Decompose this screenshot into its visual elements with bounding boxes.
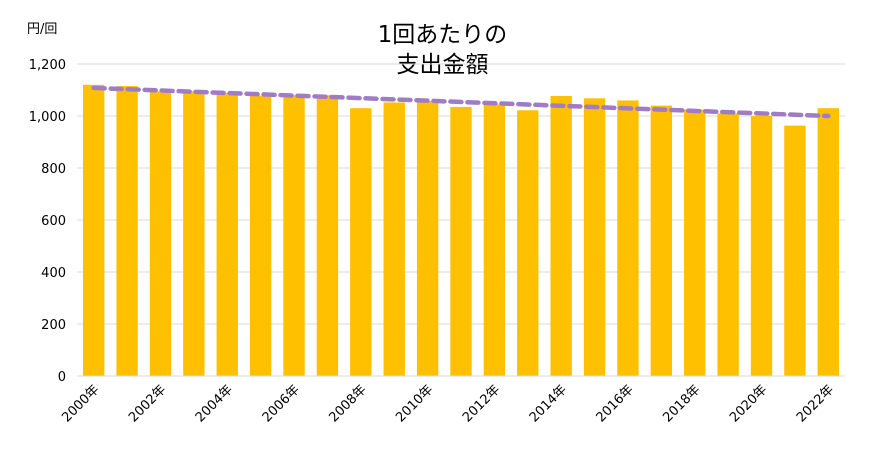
bar <box>283 95 305 376</box>
trendline <box>91 85 831 119</box>
y-tick-label: 0 <box>58 370 66 385</box>
bar <box>416 100 439 377</box>
bar <box>617 100 639 377</box>
bar <box>750 116 773 376</box>
bar <box>249 95 272 376</box>
bar <box>583 98 606 376</box>
bar <box>450 106 472 377</box>
bar <box>116 86 138 376</box>
bar <box>817 108 839 376</box>
bar <box>350 108 372 376</box>
bar <box>784 125 806 377</box>
bar <box>383 102 405 376</box>
y-tick-label: 1,200 <box>29 58 66 73</box>
x-tick-label: 2002年 <box>126 382 169 425</box>
y-axis-unit-label: 円/回 <box>27 22 58 37</box>
chart-title-line-1: 1回あたりの <box>377 22 508 48</box>
x-tick-label: 2014年 <box>527 382 570 425</box>
x-tick-label: 2020年 <box>727 382 770 425</box>
x-axis-ticks: 2000年 2002年 2004年 2006年 2008年 2010年 2012年 2014年… <box>59 382 837 425</box>
y-tick-label: 200 <box>41 318 66 333</box>
bar <box>483 104 506 377</box>
x-tick-label: 2012年 <box>460 382 503 425</box>
x-tick-label: 2006年 <box>260 382 303 425</box>
bar <box>316 95 339 376</box>
x-tick-label: 2022年 <box>794 382 837 425</box>
bar <box>183 91 205 377</box>
bar <box>83 84 105 377</box>
bar <box>684 109 706 376</box>
chart-title: 1回あたりの 支出金額 <box>0 20 885 80</box>
y-tick-label: 400 <box>41 266 66 281</box>
x-tick-label: 2000年 <box>59 382 102 425</box>
y-axis-ticks: 0 200 400 600 800 1,000 1,200 <box>29 58 66 385</box>
trendline-series <box>91 85 831 119</box>
bar <box>717 113 739 377</box>
bar <box>216 93 238 377</box>
x-tick-label: 2008年 <box>326 382 369 425</box>
bar-series <box>83 84 839 377</box>
y-tick-label: 600 <box>41 214 66 229</box>
chart-title-line-2: 支出金額 <box>396 52 489 78</box>
y-tick-label: 800 <box>41 162 66 177</box>
bar <box>149 91 172 377</box>
x-tick-label: 2018年 <box>660 382 703 425</box>
x-tick-label: 2004年 <box>193 382 236 425</box>
bar <box>650 105 673 376</box>
bar <box>517 110 539 376</box>
y-tick-label: 1,000 <box>29 110 66 125</box>
x-tick-label: 2016年 <box>594 382 637 425</box>
x-tick-label: 2010年 <box>393 382 436 425</box>
bar <box>550 95 572 376</box>
